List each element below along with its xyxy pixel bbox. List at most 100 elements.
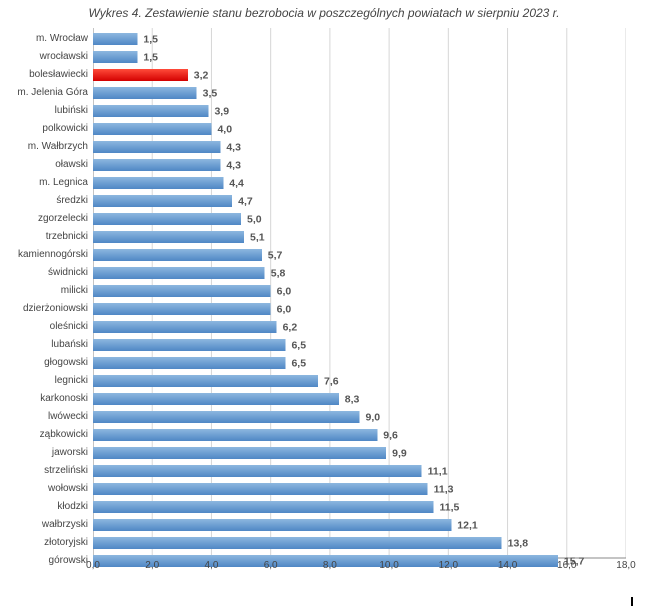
value-label: 3,9 xyxy=(214,105,229,117)
category-label: głogowski xyxy=(2,358,88,368)
bar-highlight xyxy=(93,69,188,81)
bar xyxy=(93,393,339,405)
value-label: 5,0 xyxy=(247,213,262,225)
bar xyxy=(93,519,451,531)
value-label: 6,5 xyxy=(291,357,306,369)
category-label: średzki xyxy=(2,196,88,206)
value-label: 1,5 xyxy=(143,51,158,63)
chart-title: Wykres 4. Zestawienie stanu bezrobocia w… xyxy=(0,6,648,20)
bar xyxy=(93,231,244,243)
bar xyxy=(93,303,271,315)
chart-frame: Wykres 4. Zestawienie stanu bezrobocia w… xyxy=(0,0,648,606)
bar xyxy=(93,339,285,351)
x-tick-label: 0,0 xyxy=(86,560,100,571)
value-label: 5,8 xyxy=(271,267,286,279)
value-label: 6,0 xyxy=(277,303,292,315)
bar xyxy=(93,249,262,261)
category-label: dzierżoniowski xyxy=(2,304,88,314)
bar xyxy=(93,213,241,225)
bar xyxy=(93,123,211,135)
value-label: 12,1 xyxy=(457,519,478,531)
value-label: 6,2 xyxy=(283,321,298,333)
x-tick-label: 4,0 xyxy=(204,560,218,571)
category-label: lubański xyxy=(2,340,88,350)
category-label: jaworski xyxy=(2,448,88,458)
category-label: m. Wrocław xyxy=(2,34,88,44)
value-label: 4,4 xyxy=(229,177,244,189)
category-label: strzeliński xyxy=(2,466,88,476)
value-label: 7,6 xyxy=(324,375,339,387)
category-label: kamiennogórski xyxy=(2,250,88,260)
category-label: m. Wałbrzych xyxy=(2,142,88,152)
bar xyxy=(93,285,271,297)
value-label: 6,5 xyxy=(291,339,306,351)
category-label: wałbrzyski xyxy=(2,520,88,530)
category-label: oleśnicki xyxy=(2,322,88,332)
value-label: 6,0 xyxy=(277,285,292,297)
x-tick-label: 2,0 xyxy=(145,560,159,571)
value-label: 4,3 xyxy=(226,141,241,153)
value-label: 5,1 xyxy=(250,231,265,243)
value-label: 3,2 xyxy=(194,69,209,81)
bar xyxy=(93,465,422,477)
category-label: oławski xyxy=(2,160,88,170)
bar xyxy=(93,159,220,171)
x-tick-label: 16,0 xyxy=(557,560,576,571)
bar xyxy=(93,177,223,189)
x-tick-label: 10,0 xyxy=(379,560,398,571)
bar xyxy=(93,447,386,459)
bar xyxy=(93,375,318,387)
bar xyxy=(93,195,232,207)
x-tick-label: 14,0 xyxy=(498,560,517,571)
x-tick-label: 8,0 xyxy=(323,560,337,571)
value-label: 9,6 xyxy=(383,429,398,441)
category-label: polkowicki xyxy=(2,124,88,134)
page-end-mark xyxy=(631,597,633,606)
bar xyxy=(93,105,208,117)
value-label: 9,0 xyxy=(366,411,381,423)
category-label: kłodzki xyxy=(2,502,88,512)
value-label: 1,5 xyxy=(143,33,158,45)
x-tick-label: 6,0 xyxy=(264,560,278,571)
value-label: 4,7 xyxy=(238,195,253,207)
value-label: 8,3 xyxy=(345,393,360,405)
bar xyxy=(93,411,360,423)
category-label: bolesławiecki xyxy=(2,70,88,80)
value-label: 13,8 xyxy=(508,537,529,549)
bar xyxy=(93,537,502,549)
category-label: wrocławski xyxy=(2,52,88,62)
category-label: trzebnicki xyxy=(2,232,88,242)
x-tick-label: 18,0 xyxy=(616,560,635,571)
bar xyxy=(93,357,285,369)
bar xyxy=(93,51,137,63)
value-label: 4,0 xyxy=(217,123,232,135)
bar xyxy=(93,87,197,99)
category-label: m. Legnica xyxy=(2,178,88,188)
bar xyxy=(93,141,220,153)
bar xyxy=(93,267,265,279)
bar xyxy=(93,429,377,441)
value-label: 4,3 xyxy=(226,159,241,171)
category-label: lubiński xyxy=(2,106,88,116)
bar xyxy=(93,33,137,45)
value-label: 3,5 xyxy=(203,87,218,99)
chart-plot: 1,5 1,5 3,2 3,5 3,9 4,0 4,3 4,3 4,4 4,7 5,0 5,15,7 5… xyxy=(93,28,626,572)
category-label: legnicki xyxy=(2,376,88,386)
bar xyxy=(93,501,434,513)
category-label: ząbkowicki xyxy=(2,430,88,440)
x-tick-label: 12,0 xyxy=(439,560,458,571)
category-label: karkonoski xyxy=(2,394,88,404)
value-label: 5,7 xyxy=(268,249,283,261)
category-label: milicki xyxy=(2,286,88,296)
value-label: 11,5 xyxy=(440,501,460,513)
bar xyxy=(93,321,277,333)
value-label: 11,1 xyxy=(428,465,448,477)
category-label: świdnicki xyxy=(2,268,88,278)
category-label: złotoryjski xyxy=(2,538,88,548)
bar xyxy=(93,483,428,495)
category-label: górowski xyxy=(2,556,88,566)
category-label: wołowski xyxy=(2,484,88,494)
category-label: m. Jelenia Góra xyxy=(2,88,88,98)
value-label: 11,3 xyxy=(434,483,454,495)
category-label: lwówecki xyxy=(2,412,88,422)
